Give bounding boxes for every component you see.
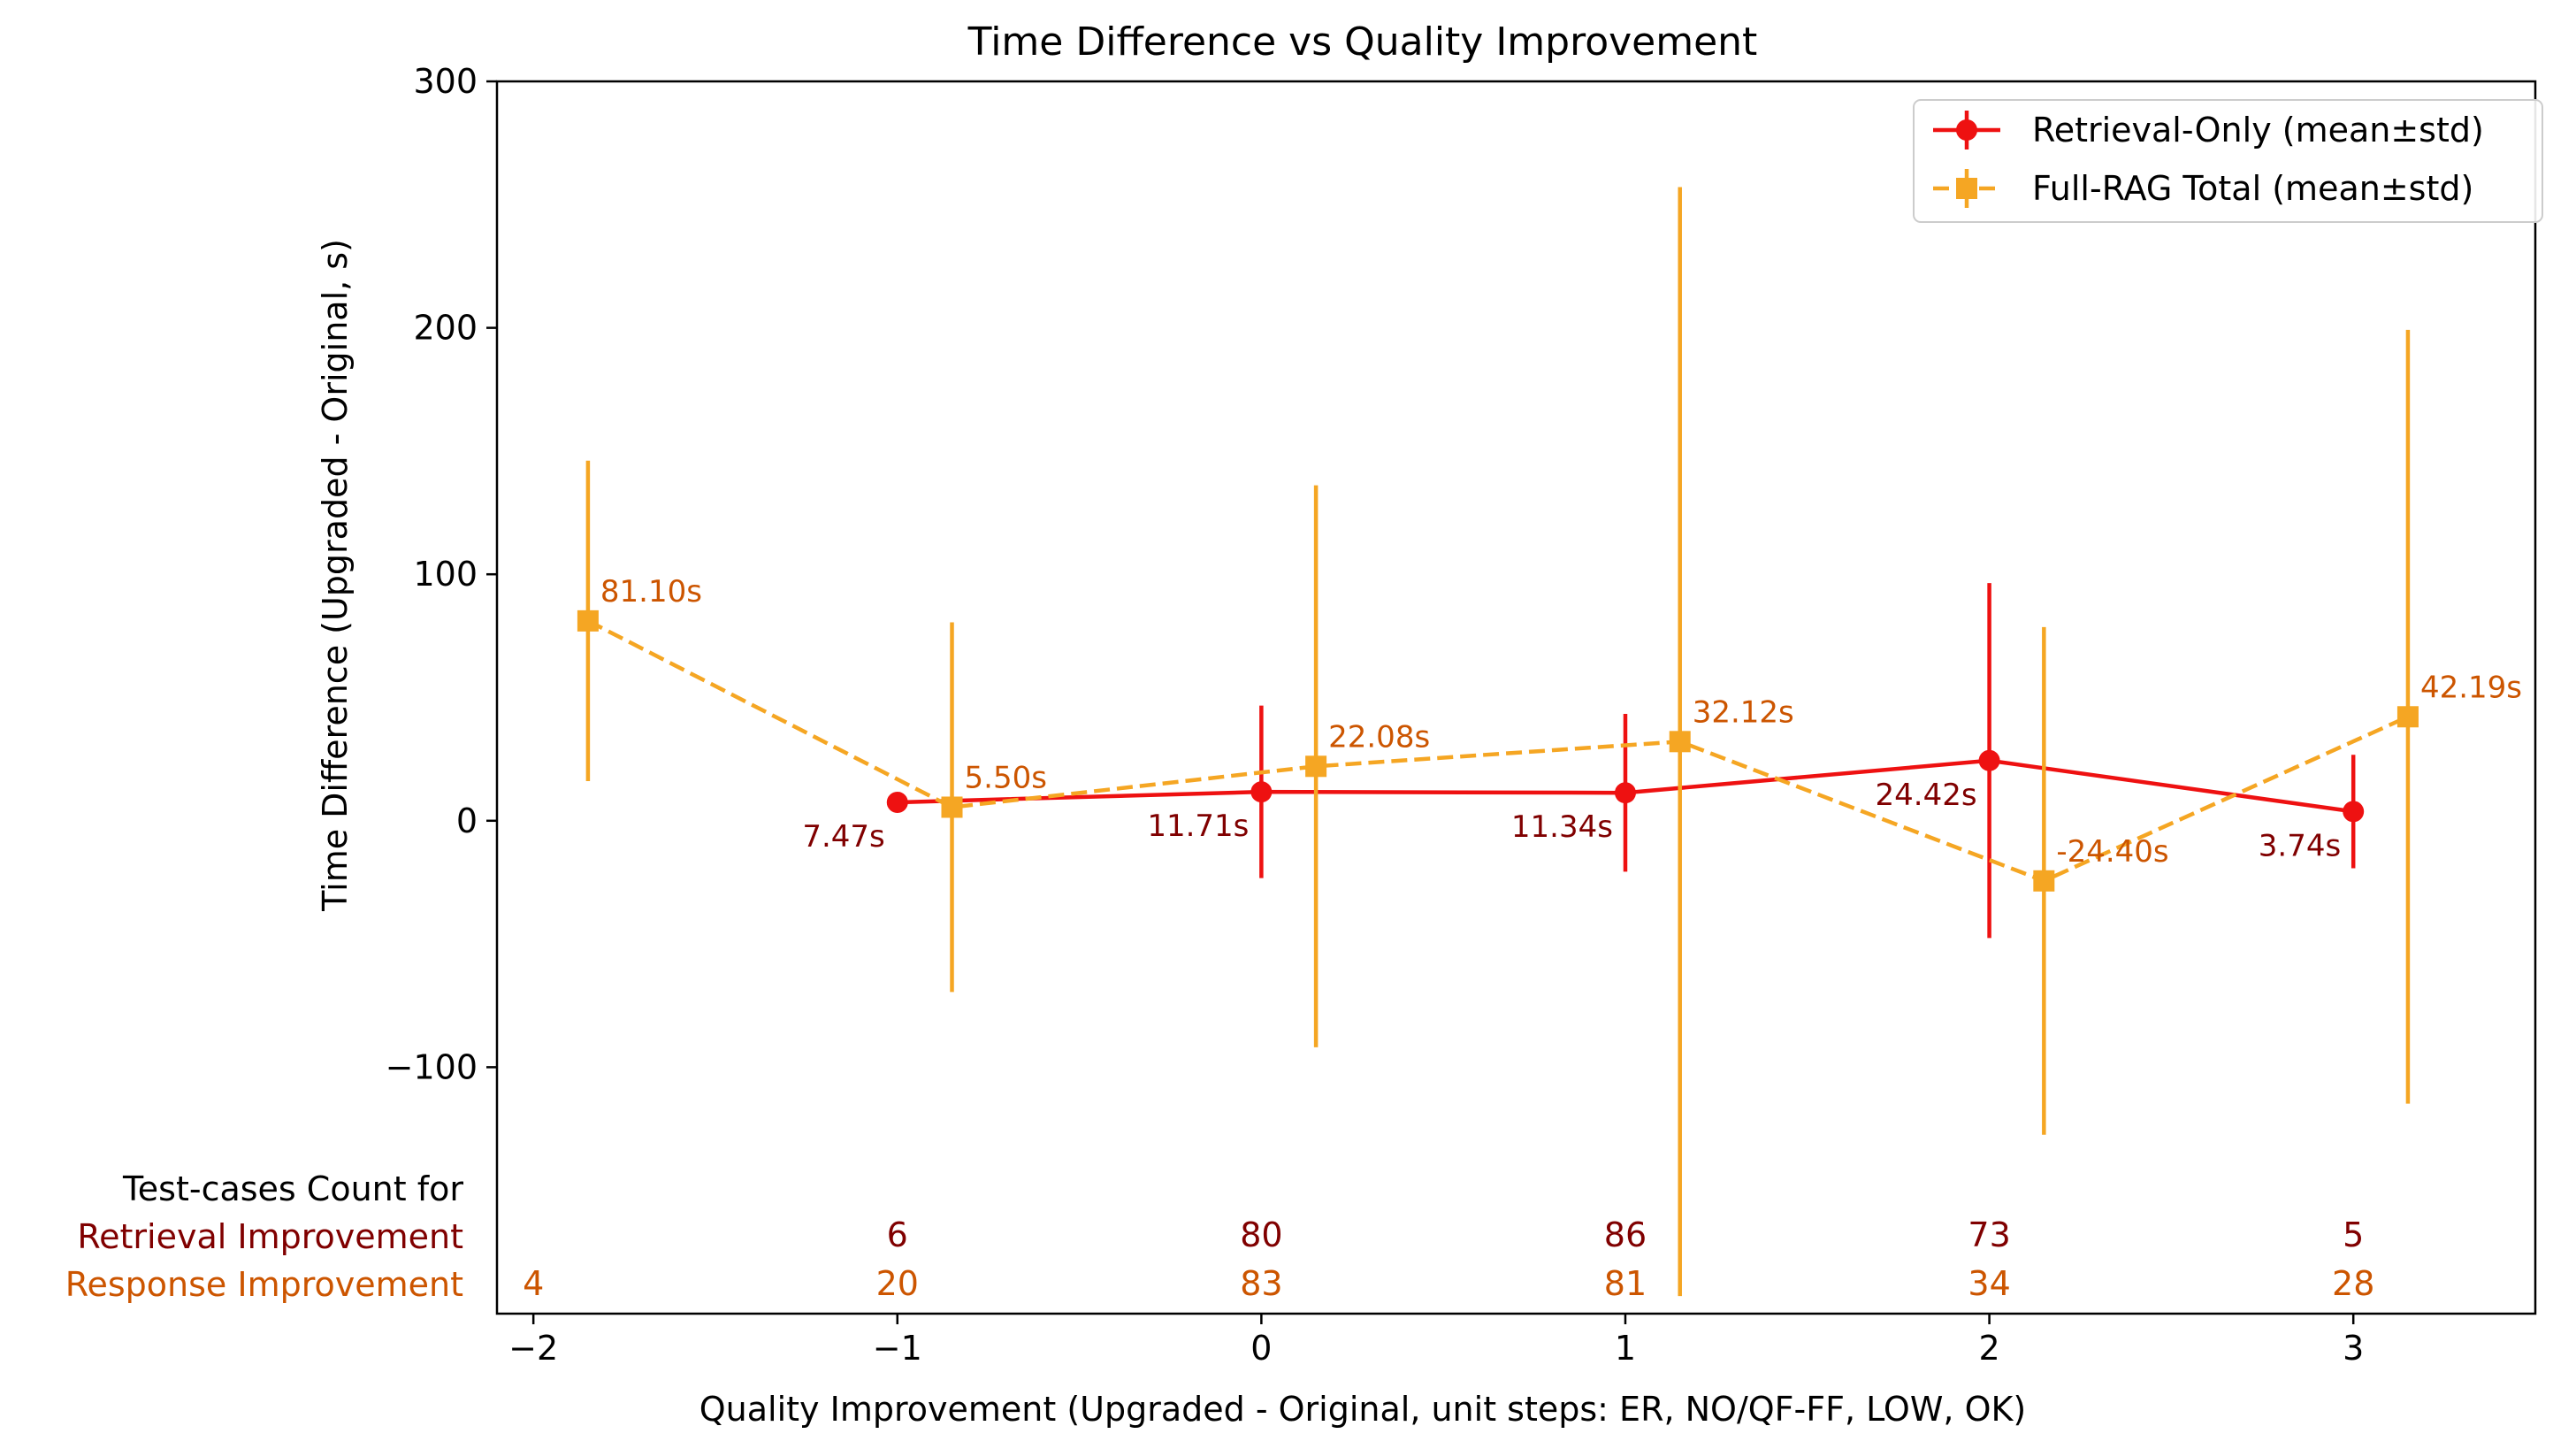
data-point	[1614, 782, 1636, 804]
counts-response-label: Response Improvement	[65, 1265, 463, 1304]
counts-heading: Test-cases Count for	[122, 1169, 463, 1208]
data-label: 42.19s	[2420, 670, 2522, 705]
response-count: 81	[1604, 1264, 1647, 1303]
counts-block: Test-cases Count for Retrieval Improveme…	[65, 1169, 464, 1304]
legend-label: Full-RAG Total (mean±std)	[2032, 169, 2473, 208]
x-tick-label: 2	[1978, 1329, 1999, 1368]
y-tick-label: 200	[413, 309, 478, 348]
data-label: -24.40s	[2056, 834, 2168, 870]
data-point	[2343, 801, 2365, 823]
plot-clip-group	[577, 187, 2419, 1297]
legend-box	[1913, 99, 2543, 223]
x-tick-label: −2	[508, 1329, 558, 1368]
legend: Retrieval-Only (mean±std) Full-RAG Total …	[1913, 99, 2543, 223]
response-count: 34	[1968, 1264, 2010, 1303]
y-tick-label: −100	[386, 1047, 478, 1086]
response-count: 28	[2332, 1264, 2374, 1303]
data-label: 11.34s	[1511, 809, 1613, 845]
retrieval-count: 5	[2343, 1215, 2364, 1254]
data-label: 24.42s	[1876, 778, 1977, 813]
series-retrieval-only	[886, 583, 2365, 939]
data-point	[577, 610, 599, 632]
series-full-rag-total	[577, 187, 2419, 1297]
legend-label: Retrieval-Only (mean±std)	[2032, 111, 2484, 150]
axes-frame	[495, 80, 2537, 1315]
retrieval-count: 86	[1604, 1215, 1647, 1254]
data-label: 22.08s	[1328, 719, 1430, 755]
legend-marker	[1956, 119, 1977, 141]
data-label: 3.74s	[2259, 828, 2341, 863]
y-tick-label: 100	[413, 555, 478, 594]
response-count: 83	[1240, 1264, 1282, 1303]
data-point	[2033, 870, 2055, 892]
data-label: 11.71s	[1147, 809, 1249, 844]
x-tick-label: 3	[2343, 1329, 2364, 1368]
series-line	[586, 618, 2409, 884]
chart-title: Time Difference vs Quality Improvement	[967, 19, 1758, 65]
data-point	[886, 791, 908, 813]
response-count: 20	[876, 1264, 919, 1303]
x-tick-label: 0	[1250, 1329, 1272, 1368]
data-point	[2396, 706, 2419, 728]
retrieval-count: 6	[887, 1215, 908, 1254]
data-point	[1250, 781, 1273, 803]
legend-marker	[1956, 178, 1977, 199]
y-tick-label: 300	[413, 62, 478, 101]
data-point	[1305, 755, 1327, 778]
data-point	[1978, 749, 2000, 771]
x-axis-label: Quality Improvement (Upgraded - Original…	[699, 1390, 2026, 1429]
retrieval-count: 80	[1240, 1215, 1282, 1254]
retrieval-count: 73	[1968, 1215, 2010, 1254]
data-label: 7.47s	[802, 819, 884, 855]
y-tick-label: 0	[456, 801, 478, 840]
data-label: 81.10s	[600, 574, 702, 610]
data-label: 5.50s	[965, 760, 1047, 795]
data-label: 32.12s	[1693, 694, 1794, 730]
data-point	[941, 796, 963, 818]
plot-area: −2 −1 0 1 2 3 −100 0 100 200 300 7.47s 11.71s 11.34s 2…	[386, 62, 2537, 1368]
counts-retrieval-label: Retrieval Improvement	[77, 1217, 463, 1256]
y-axis-label: Time Difference (Upgraded - Original, s)	[316, 239, 355, 912]
x-tick-label: 1	[1615, 1329, 1636, 1368]
response-count: 4	[523, 1264, 544, 1303]
data-point	[1669, 731, 1691, 753]
x-tick-label: −1	[873, 1329, 922, 1368]
